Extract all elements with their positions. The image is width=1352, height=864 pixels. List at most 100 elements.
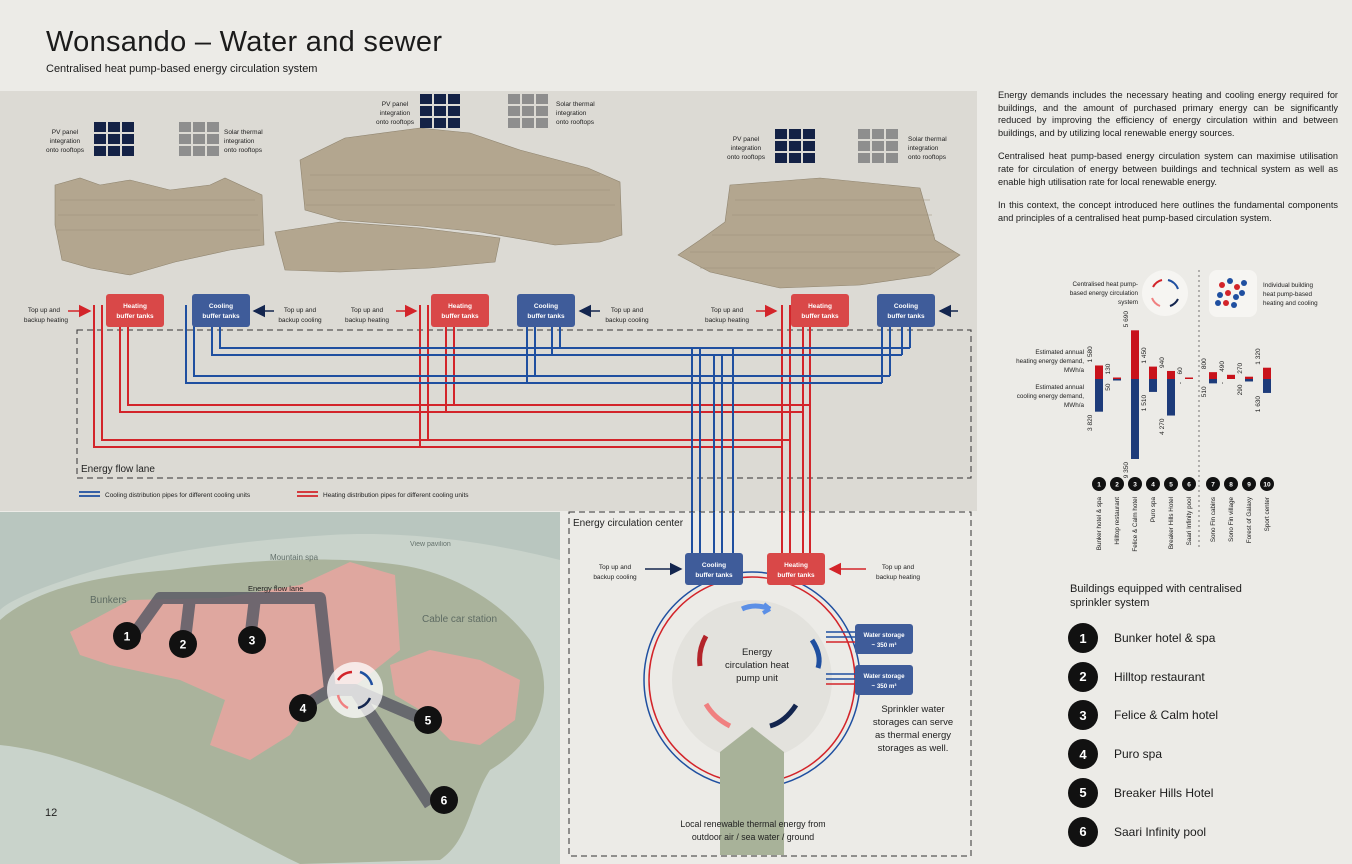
- heating-value-label: 1 580: [1087, 346, 1094, 363]
- heating-value-label: 940: [1159, 357, 1166, 368]
- svg-text:10: 10: [1263, 482, 1271, 489]
- map-markers: 1 2 3 4 5 6: [113, 622, 458, 814]
- category-label: Felice & Calm hotel: [1132, 497, 1139, 552]
- topup-heating-2: Top up and: [351, 307, 384, 314]
- cooling-bar: [1167, 379, 1175, 416]
- pv-label-2b: integration: [380, 110, 411, 117]
- cooling-tank-3-label: Cooling: [894, 303, 918, 310]
- cooling-axis-label-b: cooling energy demand,: [1017, 393, 1084, 400]
- svg-text:1: 1: [124, 630, 131, 644]
- category-label: Hilltop restaurant: [1114, 497, 1121, 545]
- description-paragraph-3: In this context, the concept introduced …: [998, 200, 1338, 223]
- building-name: Breaker Hills Hotel: [1114, 785, 1214, 800]
- center-heating-tank-label-b: buffer tanks: [777, 572, 815, 579]
- building-number-badge: 1: [1068, 623, 1098, 653]
- topup-heating-3b: backup heating: [705, 317, 749, 324]
- cooling-value-label: 50: [1105, 383, 1112, 391]
- center-heating-tank-label: Heating: [784, 562, 808, 569]
- svg-text:5: 5: [1169, 482, 1173, 489]
- solar-panel-grid: [508, 94, 548, 128]
- heating-axis-label-c: MWh/a: [1064, 367, 1084, 374]
- solar-label-1b: integration: [224, 138, 255, 145]
- building-models: [54, 127, 961, 289]
- topup-heating-3: Top up and: [711, 307, 744, 314]
- legend-heating-text: Heating distribution pipes for different…: [323, 492, 469, 499]
- solar-panel-grid: [179, 122, 219, 156]
- building-name: Bunker hotel & spa: [1114, 631, 1216, 645]
- water-storage-1-label-b: ~ 350 m³: [872, 642, 897, 649]
- building-number-7: 7: [1206, 477, 1220, 491]
- bunker-building: [54, 177, 265, 276]
- map-zone-east: [390, 650, 520, 745]
- topup-cooling-1: Top up and: [284, 307, 317, 314]
- roof-labels: PV panel integration onto rooftops Solar t…: [46, 101, 947, 161]
- topup-heating-1: Top up and: [28, 307, 61, 314]
- heating-bar: [1131, 330, 1139, 379]
- svg-text:5: 5: [425, 714, 432, 728]
- pipe-legend: Cooling distribution pipes for different…: [79, 491, 469, 499]
- legend-centralised-c: system: [1118, 299, 1138, 306]
- felice-building: [677, 177, 961, 289]
- solar-label-3c: onto rooftops: [908, 154, 947, 161]
- heating-tank-3-label-b: buffer tanks: [801, 313, 839, 320]
- cooling-tank-2: [517, 294, 575, 327]
- cooling-bar: [1245, 379, 1253, 382]
- heating-value-label: 130: [1105, 363, 1112, 374]
- cooling-bar: [1131, 379, 1139, 459]
- map-place-mountain-spa: Mountain spa: [270, 553, 319, 562]
- topup-cooling-1b: backup cooling: [278, 317, 322, 324]
- heating-tank-3: [791, 294, 849, 327]
- cooling-tank-1-label: Cooling: [209, 303, 233, 310]
- sprinkler-note-a: Sprinkler water: [881, 704, 944, 715]
- heating-bar: [1167, 370, 1175, 379]
- cooling-tank-3: [877, 294, 935, 327]
- energy-flow-lane-box: [76, 329, 972, 479]
- map-marker-1: 1: [113, 622, 141, 650]
- center-cooling-tank-label-b: buffer tanks: [695, 572, 733, 579]
- building-name: Puro spa: [1114, 747, 1163, 762]
- map-marker-5: 5: [414, 706, 442, 734]
- hilltop-building: [299, 127, 623, 246]
- heating-value-label: 60: [1177, 367, 1184, 375]
- category-label: Breaker Hills Hotel: [1168, 497, 1175, 549]
- pump-label-b: circulation heat: [725, 660, 789, 671]
- legend-individual-b: heat pump-based: [1263, 291, 1313, 298]
- category-label: Sport center: [1264, 497, 1271, 531]
- cooling-value-label: 4 270: [1159, 418, 1166, 435]
- cooling-value-label: 1 630: [1255, 396, 1262, 413]
- svg-text:3: 3: [1133, 482, 1137, 489]
- page-number: 12: [45, 807, 57, 819]
- water-storage-1: [855, 624, 913, 654]
- energy-flow-lane-label: Energy flow lane: [81, 464, 155, 475]
- heat-pump-unit: [672, 600, 832, 760]
- building-number-badge: 6: [1068, 816, 1098, 847]
- renewable-input-arrow: [720, 727, 784, 855]
- svg-text:Water storage~ 350 m³: Water storage ~ 350 m³: [863, 673, 905, 690]
- building-number-1: 1: [1092, 477, 1106, 491]
- center-topup-cooling-b: backup cooling: [593, 574, 637, 581]
- sprinkler-legend-title: Buildings equipped with centralised spri…: [1070, 583, 1242, 609]
- building-number-8: 8: [1224, 477, 1238, 491]
- center-topup-heating: Top up and: [882, 564, 915, 571]
- centralised-system-icon: [1142, 270, 1188, 316]
- heating-tank-1-label-b: buffer tanks: [116, 313, 154, 320]
- building-number-6: 6: [1182, 477, 1196, 491]
- pump-label: Energy circulation heat pump unit: [725, 647, 789, 684]
- solar-label-1c: onto rooftops: [224, 147, 263, 154]
- legend-centralised-b: based energy circulation: [1070, 290, 1139, 297]
- water-storage-2-label-b: ~ 350 m³: [872, 683, 897, 690]
- pv-panel-grid: [775, 129, 815, 163]
- center-topup-heating-b: backup heating: [876, 574, 920, 581]
- water-storage-2: [855, 665, 913, 695]
